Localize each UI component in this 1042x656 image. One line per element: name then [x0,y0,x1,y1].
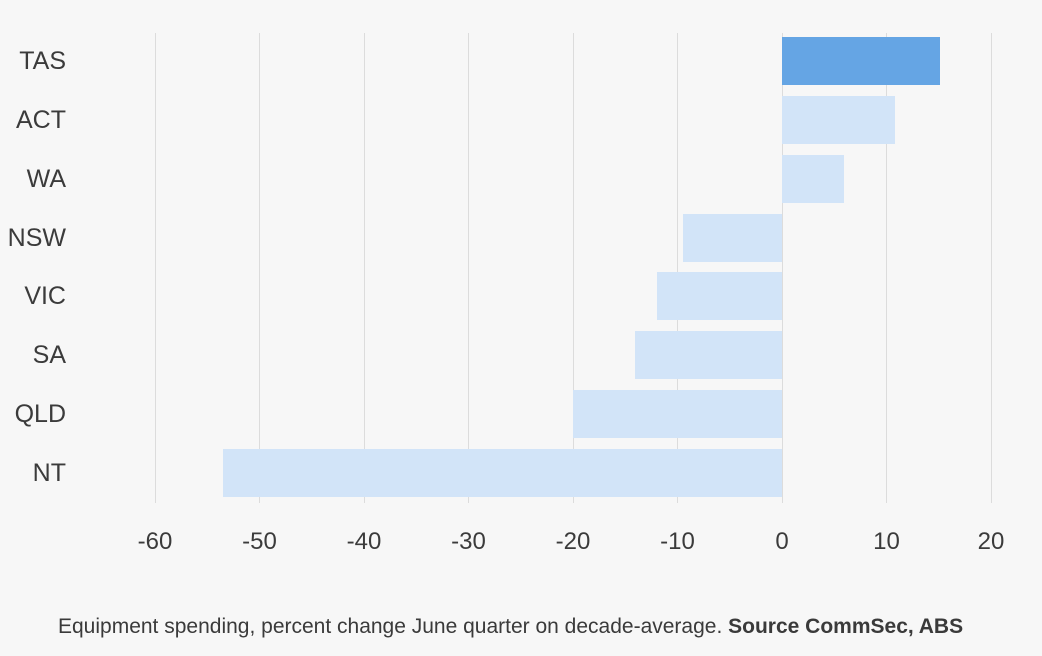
x-tick-label-10: 10 [873,528,900,555]
category-label-nsw: NSW [7,223,66,252]
chart-caption: Equipment spending, percent change June … [58,614,963,640]
category-label-vic: VIC [24,282,66,311]
category-label-nt: NT [32,459,66,488]
x-tick-label--50: -50 [242,528,277,555]
x-tick-label--30: -30 [451,528,486,555]
category-label-wa: WA [26,164,66,193]
x-tick-label-0: 0 [775,528,789,555]
caption-source-text: Source CommSec, ABS [728,615,964,638]
gridline-20 [990,33,992,503]
x-tick-label--60: -60 [137,528,173,555]
bar-nt [222,449,782,498]
x-tick-label--20: -20 [555,528,591,555]
bar-qld [573,390,782,439]
gridline--50 [259,33,260,503]
category-label-qld: QLD [14,400,66,429]
category-label-sa: SA [32,341,66,370]
gridline-0 [781,33,783,503]
bar-vic [656,272,782,321]
bar-wa [782,154,844,203]
bar-sa [634,331,782,380]
category-label-tas: TAS [19,47,66,75]
x-tick-label-20: 20 [977,528,1005,555]
x-tick-label--40: -40 [346,528,382,555]
category-label-act: ACT [16,105,66,134]
gridline-10 [886,33,887,503]
bar-tas [782,37,940,85]
gridline--30 [468,33,469,503]
bar-nsw [682,213,782,262]
x-tick-label--10: -10 [660,528,695,555]
gridline--40 [363,33,365,503]
bar-act [782,95,895,144]
gridline--60 [154,33,156,503]
gridline--20 [572,33,574,503]
caption-text: Equipment spending, percent change June … [58,615,729,638]
gridline--10 [677,33,678,503]
